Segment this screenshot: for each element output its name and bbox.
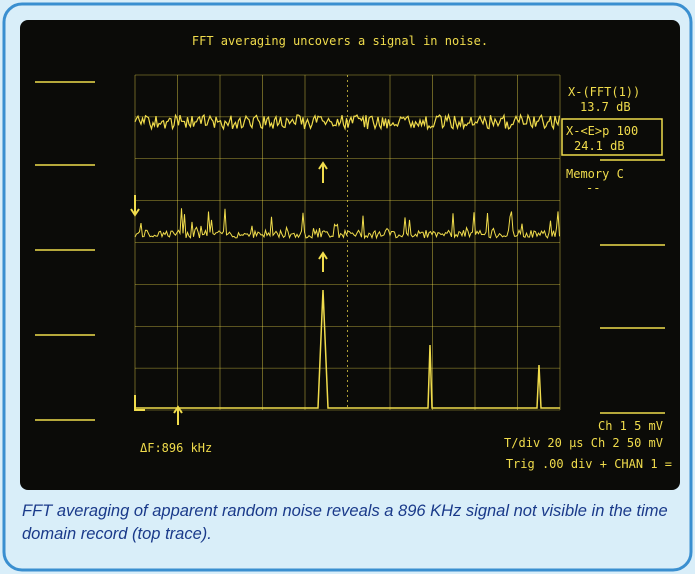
readout-box (561, 118, 663, 156)
traces (35, 74, 665, 425)
arrow-head (173, 405, 183, 414)
readout: -- (586, 181, 600, 195)
caption: FFT averaging of apparent random noise r… (22, 502, 668, 543)
trace-avg (135, 289, 560, 409)
readout: X-(FFT(1)) (568, 85, 640, 99)
arrow-head (318, 161, 328, 170)
status: Ch 1 5 mV (598, 419, 663, 433)
readout: Memory C (566, 167, 624, 181)
readout: X-<E>p 100 (566, 124, 638, 138)
screen-title: FFT averaging uncovers a signal in noise… (192, 34, 488, 48)
status: T/div 20 µs Ch 2 50 mV (504, 436, 663, 450)
readout: 24.1 dB (574, 139, 625, 153)
readout: 13.7 dB (580, 100, 631, 114)
screen-bg (20, 20, 680, 490)
trace-fft (134, 208, 560, 240)
delta-f: ΔF:896 kHz (140, 441, 212, 455)
status: Trig .00 div + CHAN 1 = (506, 457, 672, 471)
arrow-head (318, 251, 328, 260)
ref-marker (130, 195, 145, 411)
trace-time (134, 112, 561, 131)
